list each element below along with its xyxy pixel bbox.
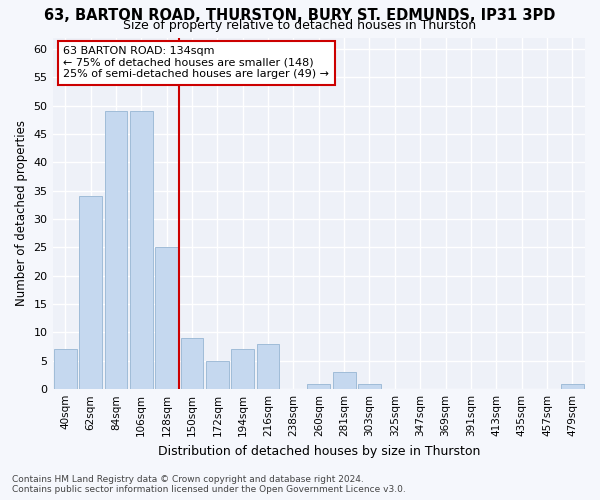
Y-axis label: Number of detached properties: Number of detached properties (15, 120, 28, 306)
Bar (79, 196, 102, 389)
Bar (104, 111, 127, 389)
Bar (561, 384, 584, 389)
Bar (206, 361, 229, 389)
X-axis label: Distribution of detached houses by size in Thurston: Distribution of detached houses by size … (158, 444, 480, 458)
Text: Contains HM Land Registry data © Crown copyright and database right 2024.
Contai: Contains HM Land Registry data © Crown c… (12, 474, 406, 494)
Bar (358, 384, 381, 389)
Bar (307, 384, 330, 389)
Bar (54, 350, 77, 389)
Bar (155, 248, 178, 389)
Text: 63, BARTON ROAD, THURSTON, BURY ST. EDMUNDS, IP31 3PD: 63, BARTON ROAD, THURSTON, BURY ST. EDMU… (44, 8, 556, 22)
Bar (257, 344, 280, 389)
Bar (181, 338, 203, 389)
Bar (231, 350, 254, 389)
Bar (333, 372, 356, 389)
Text: 63 BARTON ROAD: 134sqm
← 75% of detached houses are smaller (148)
25% of semi-de: 63 BARTON ROAD: 134sqm ← 75% of detached… (63, 46, 329, 80)
Bar (130, 111, 152, 389)
Text: Size of property relative to detached houses in Thurston: Size of property relative to detached ho… (124, 18, 476, 32)
